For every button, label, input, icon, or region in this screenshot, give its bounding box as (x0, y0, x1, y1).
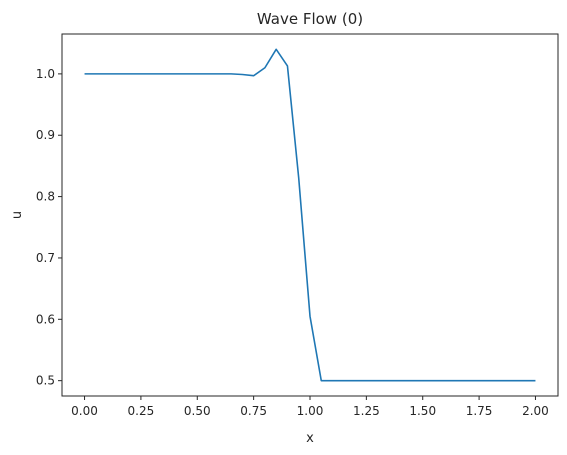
y-tick-label: 0.7 (36, 251, 55, 265)
x-tick-label: 0.50 (184, 404, 211, 418)
x-tick-label: 0.00 (71, 404, 98, 418)
y-tick-label: 0.5 (36, 374, 55, 388)
x-tick-label: 2.00 (522, 404, 549, 418)
y-tick-label: 1.0 (36, 67, 55, 81)
x-axis-ticks: 0.00 0.25 0.50 0.75 1.00 1.25 1.50 1.75 2.00 (71, 396, 549, 418)
x-tick-label: 0.25 (128, 404, 155, 418)
y-axis-ticks: 0.5 0.6 0.7 0.8 0.9 1.0 (36, 67, 62, 388)
series-line-0 (84, 48, 536, 382)
x-tick-label: 1.25 (353, 404, 380, 418)
chart-title: Wave Flow (0) (257, 10, 363, 28)
y-tick-label: 0.6 (36, 312, 55, 326)
y-tick-label: 0.9 (36, 128, 55, 142)
y-axis-label: u (10, 211, 25, 219)
y-tick-label: 0.8 (36, 190, 55, 204)
x-tick-label: 1.00 (297, 404, 324, 418)
plot-frame (61, 33, 559, 397)
x-tick-label: 1.50 (409, 404, 436, 418)
x-tick-label: 1.75 (466, 404, 493, 418)
plot-area (84, 48, 536, 382)
x-tick-label: 0.75 (240, 404, 267, 418)
x-axis-label: x (306, 431, 314, 446)
